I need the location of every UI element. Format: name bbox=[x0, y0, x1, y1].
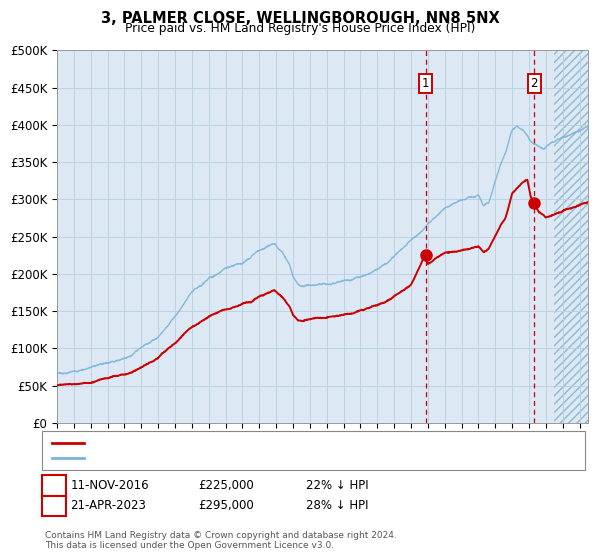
Text: 3, PALMER CLOSE, WELLINGBOROUGH, NN8 5NX (detached house): 3, PALMER CLOSE, WELLINGBOROUGH, NN8 5NX… bbox=[90, 438, 456, 449]
Text: HPI: Average price, detached house, North Northamptonshire: HPI: Average price, detached house, Nort… bbox=[90, 453, 426, 463]
Text: 11-NOV-2016: 11-NOV-2016 bbox=[70, 479, 149, 492]
Text: Price paid vs. HM Land Registry's House Price Index (HPI): Price paid vs. HM Land Registry's House … bbox=[125, 22, 475, 35]
Text: 2: 2 bbox=[50, 499, 58, 512]
Text: £225,000: £225,000 bbox=[198, 479, 254, 492]
Text: Contains HM Land Registry data © Crown copyright and database right 2024.
This d: Contains HM Land Registry data © Crown c… bbox=[45, 530, 397, 550]
Bar bbox=[554, 50, 588, 423]
Text: 1: 1 bbox=[50, 479, 58, 492]
Text: 1: 1 bbox=[422, 77, 430, 90]
Text: 21-APR-2023: 21-APR-2023 bbox=[70, 499, 146, 512]
Text: 22% ↓ HPI: 22% ↓ HPI bbox=[306, 479, 368, 492]
Text: 2: 2 bbox=[530, 77, 538, 90]
Text: 28% ↓ HPI: 28% ↓ HPI bbox=[306, 499, 368, 512]
Text: 3, PALMER CLOSE, WELLINGBOROUGH, NN8 5NX: 3, PALMER CLOSE, WELLINGBOROUGH, NN8 5NX bbox=[101, 11, 499, 26]
Text: £295,000: £295,000 bbox=[198, 499, 254, 512]
